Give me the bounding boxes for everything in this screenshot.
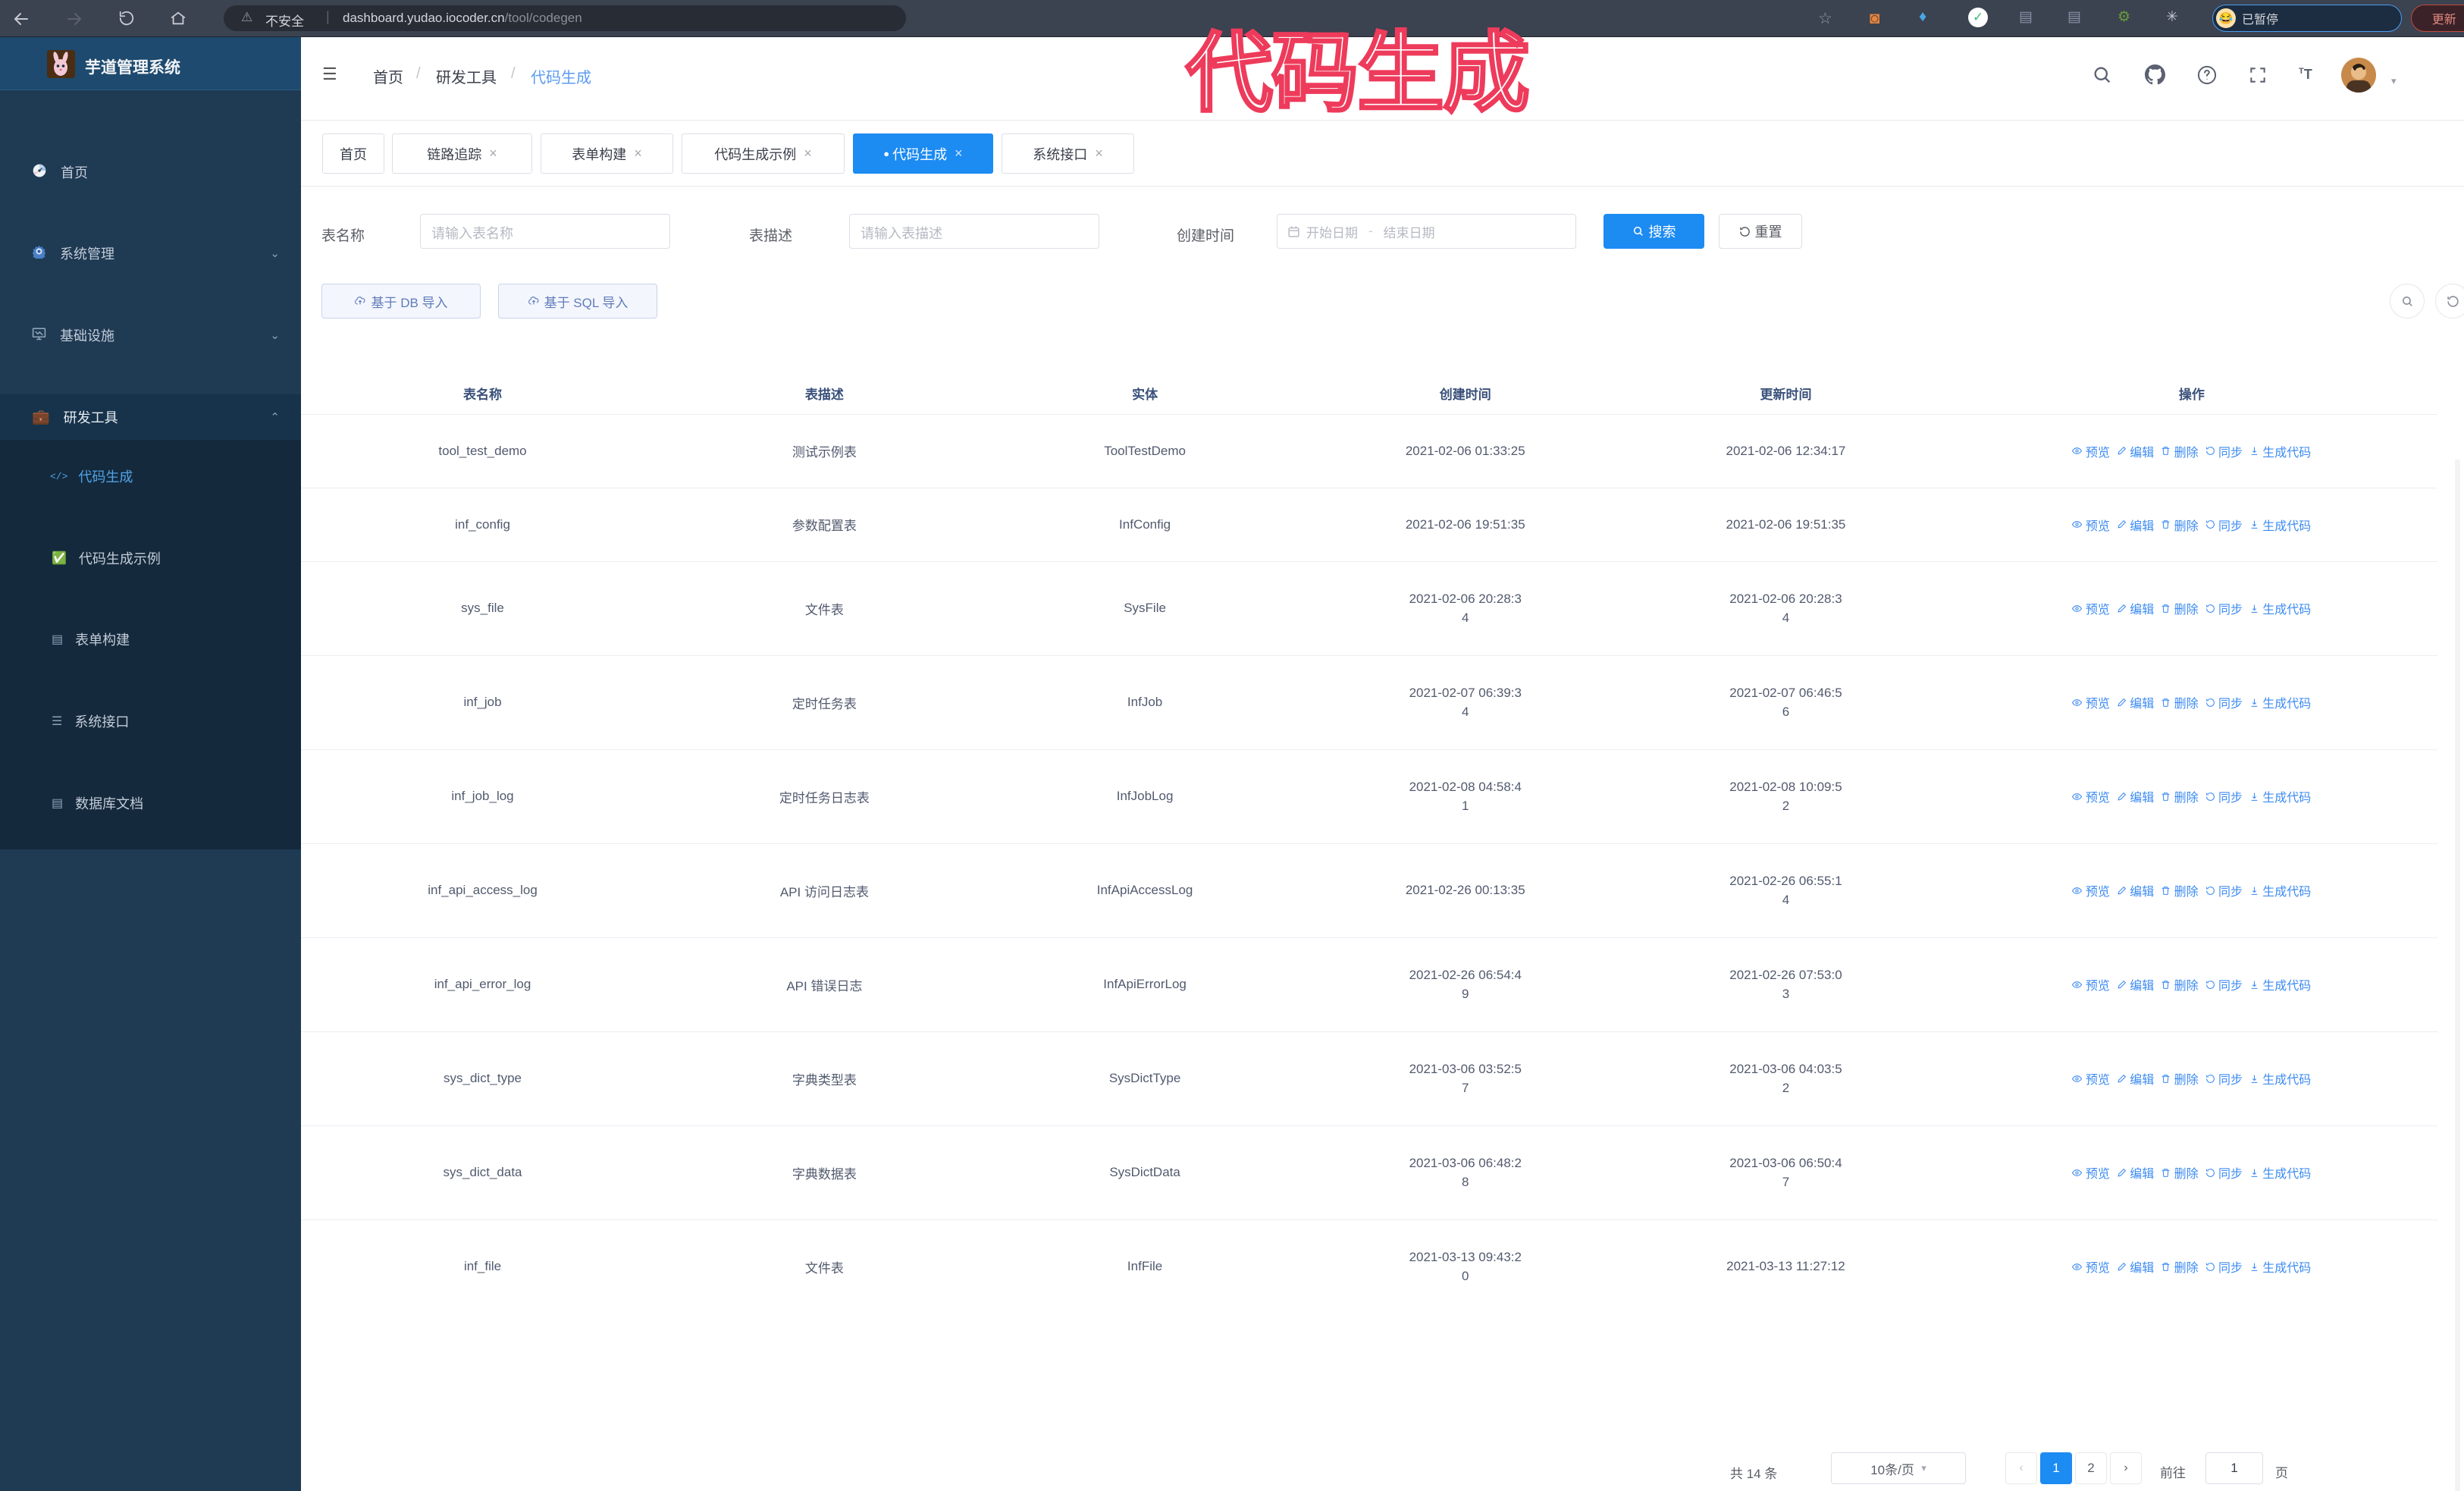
svg-text:代码生成: 代码生成 [1185,25,1528,122]
